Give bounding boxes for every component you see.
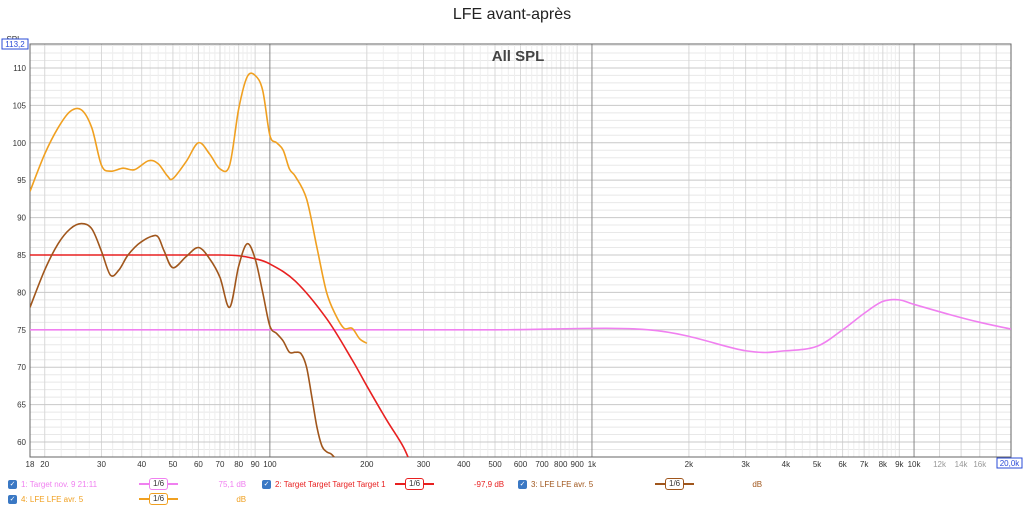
window-title: LFE avant-après bbox=[452, 6, 572, 23]
x-tick-label: 16k bbox=[973, 460, 987, 469]
legend-name-2: 2: Target Target Target Target 1 bbox=[275, 479, 386, 489]
legend-checkbox-4[interactable]: ✓ bbox=[8, 494, 17, 504]
x-tick-label: 7k bbox=[860, 460, 869, 469]
x-tick-label: 6k bbox=[838, 460, 847, 469]
legend-item-1[interactable]: ✓ 1: Target nov. 9 21:11 1/6 75,1 dB bbox=[8, 478, 246, 490]
y-tick-label: 85 bbox=[17, 251, 26, 260]
y-tick-label: 110 bbox=[13, 64, 26, 73]
x-tick-label: 700 bbox=[535, 460, 549, 469]
x-tick-label: 50 bbox=[168, 460, 177, 469]
x-tick-label: 900 bbox=[571, 460, 585, 469]
x-end-readout[interactable]: 20,0k bbox=[996, 457, 1023, 469]
legend-value-2: -97,9 dB bbox=[473, 479, 505, 489]
series-layer bbox=[30, 72, 1011, 457]
x-tick-label: 14k bbox=[955, 460, 969, 469]
legend-smoothing-2[interactable]: 1/6 bbox=[395, 478, 435, 490]
chart-title: All SPL bbox=[492, 48, 545, 65]
y-tick-label: 70 bbox=[17, 363, 26, 372]
legend-value-4: dB bbox=[236, 494, 247, 504]
legend-checkbox-2[interactable]: ✓ bbox=[262, 479, 271, 489]
plot-frame bbox=[29, 43, 1012, 458]
x-tick-label: 80 bbox=[234, 460, 243, 469]
x-tick-label: 10k bbox=[908, 460, 922, 469]
x-tick-label: 300 bbox=[417, 460, 431, 469]
legend-item-3[interactable]: ✓ 3: LFE LFE avr. 5 1/6 dB bbox=[518, 478, 762, 490]
y-tick-label: 65 bbox=[17, 401, 26, 410]
series-line-2 bbox=[30, 254, 409, 457]
x-tick-label: 5k bbox=[813, 460, 822, 469]
legend-checkbox-1[interactable]: ✓ bbox=[8, 479, 17, 489]
y-tick-label: 60 bbox=[17, 438, 26, 447]
legend-value-1: 75,1 dB bbox=[218, 479, 247, 489]
series-line-1 bbox=[30, 298, 1011, 354]
x-tick-label: 800 bbox=[554, 460, 568, 469]
x-tick-label: 20 bbox=[40, 460, 49, 469]
y-tick-label: 75 bbox=[17, 326, 26, 335]
x-tick-label: 9k bbox=[895, 460, 904, 469]
legend-checkbox-3[interactable]: ✓ bbox=[518, 479, 527, 489]
x-tick-label: 30 bbox=[97, 460, 106, 469]
legend-smoothing-3[interactable]: 1/6 bbox=[655, 478, 695, 490]
y-tick-label: 105 bbox=[13, 101, 27, 110]
series-line-3 bbox=[30, 222, 336, 457]
legend-value-3: dB bbox=[752, 479, 763, 489]
legend-item-4[interactable]: ✓ 4: LFE LFE avr. 5 1/6 dB bbox=[8, 493, 246, 505]
x-tick-label: 2k bbox=[685, 460, 694, 469]
legend-name-1: 1: Target nov. 9 21:11 bbox=[21, 479, 98, 489]
y-top-readout[interactable]: 113,2 bbox=[1, 38, 29, 50]
x-tick-label: 600 bbox=[514, 460, 528, 469]
x-tick-label: 100 bbox=[263, 460, 277, 469]
x-tick-label: 8k bbox=[879, 460, 888, 469]
x-tick-label: 60 bbox=[194, 460, 203, 469]
x-tick-label: 1k bbox=[588, 460, 597, 469]
legend-name-4: 4: LFE LFE avr. 5 bbox=[21, 494, 84, 504]
x-tick-label: 500 bbox=[488, 460, 502, 469]
series-line-4 bbox=[30, 72, 368, 344]
y-tick-label: 95 bbox=[17, 176, 26, 185]
y-tick-label: 100 bbox=[13, 139, 27, 148]
legend-smoothing-1[interactable]: 1/6 bbox=[139, 478, 179, 490]
y-tick-label: 80 bbox=[17, 288, 26, 297]
x-tick-label: 12k bbox=[933, 460, 947, 469]
x-tick-label: 200 bbox=[360, 460, 374, 469]
x-end-readout-text: 20,0k bbox=[1000, 459, 1021, 468]
x-tick-label: 4k bbox=[782, 460, 791, 469]
legend-item-2[interactable]: ✓ 2: Target Target Target Target 1 1/6 -… bbox=[262, 478, 504, 490]
y-tick-label: 90 bbox=[17, 214, 26, 223]
x-tick-label: 400 bbox=[457, 460, 471, 469]
x-tick-label: 70 bbox=[216, 460, 225, 469]
x-tick-label: 3k bbox=[741, 460, 750, 469]
x-tick-label: 40 bbox=[137, 460, 146, 469]
legend-smoothing-4[interactable]: 1/6 bbox=[139, 493, 179, 505]
legend-name-3: 3: LFE LFE avr. 5 bbox=[531, 479, 594, 489]
y-top-readout-text: 113,2 bbox=[5, 40, 25, 49]
x-tick-label: 90 bbox=[251, 460, 260, 469]
x-tick-label: 18 bbox=[26, 460, 35, 469]
